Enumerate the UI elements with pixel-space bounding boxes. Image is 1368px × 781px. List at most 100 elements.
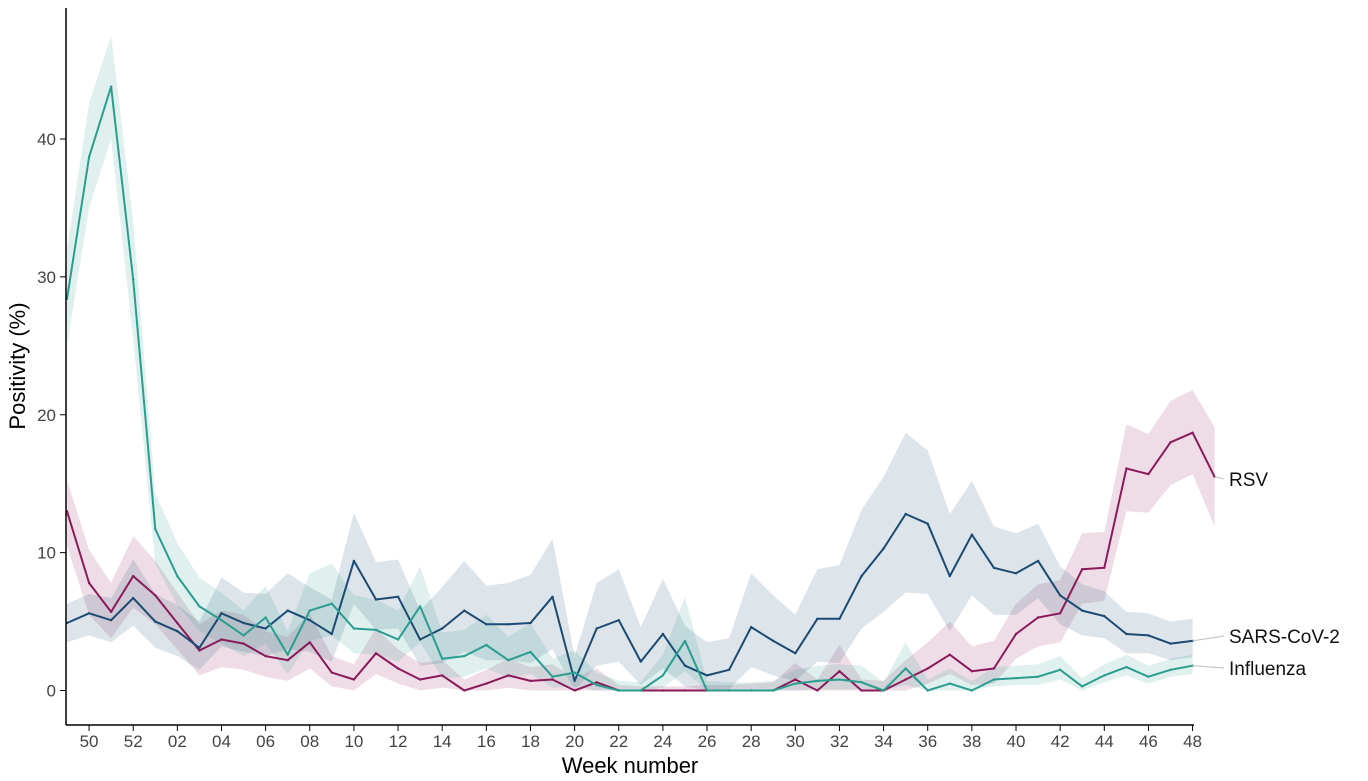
rsv-point bbox=[176, 621, 179, 625]
y-tick-label: 20 bbox=[37, 406, 56, 425]
rsv-point bbox=[485, 682, 488, 685]
x-tick-label: 20 bbox=[565, 732, 584, 751]
x-tick-label: 06 bbox=[256, 732, 275, 751]
rsv-point bbox=[1125, 467, 1128, 470]
rsv-point bbox=[198, 649, 201, 652]
sars-cov-2-point bbox=[485, 623, 488, 626]
sars-cov-2-point bbox=[727, 668, 731, 671]
rsv-point bbox=[154, 594, 157, 597]
sars-cov-2-label-connector bbox=[1192, 635, 1225, 642]
rsv-point bbox=[308, 641, 311, 644]
influenza-point bbox=[1036, 675, 1040, 678]
rsv-point bbox=[595, 681, 598, 684]
x-tick-label: 28 bbox=[742, 732, 761, 751]
sars-cov-2-point bbox=[1147, 634, 1150, 637]
sars-cov-2-point bbox=[1036, 559, 1040, 563]
rsv-point bbox=[860, 689, 863, 692]
x-tick-label: 18 bbox=[521, 732, 540, 751]
influenza-point bbox=[1125, 665, 1128, 669]
rsv-point bbox=[661, 689, 665, 692]
sars-cov-2-point bbox=[794, 652, 797, 655]
x-tick-label: 16 bbox=[477, 732, 496, 751]
x-axis-ticks: 50 52 02 04 06 08 10 12 14 16 18 20 22 24 26 28 30 32 34 36… bbox=[80, 725, 1202, 751]
sars-cov-2-point bbox=[573, 679, 576, 683]
x-axis-title: Week number bbox=[562, 753, 699, 778]
sars-cov-2-point bbox=[352, 559, 356, 563]
rsv-point bbox=[463, 689, 466, 692]
rsv-point bbox=[904, 678, 907, 681]
sars-cov-2-point bbox=[948, 574, 951, 578]
sars-cov-2-point bbox=[286, 609, 289, 612]
influenza-point bbox=[242, 634, 245, 637]
sars-cov-2-point bbox=[661, 632, 665, 636]
influenza-point bbox=[1147, 675, 1150, 678]
rsv-point bbox=[87, 581, 91, 585]
sars-cov-2-point bbox=[441, 627, 444, 630]
sars-cov-2-point bbox=[220, 612, 223, 615]
rsv-point bbox=[1036, 616, 1040, 619]
sars-cov-2-point bbox=[264, 627, 267, 630]
sars-cov-2-confidence-band bbox=[67, 432, 1193, 691]
influenza-label-connector bbox=[1192, 665, 1225, 669]
influenza-point bbox=[109, 85, 113, 88]
rsv-series-label: RSV bbox=[1229, 470, 1268, 491]
sars-cov-2-point bbox=[882, 547, 885, 550]
rsv-point bbox=[970, 670, 974, 673]
sars-cov-2-point bbox=[904, 512, 907, 516]
rsv-point bbox=[529, 679, 532, 683]
rsv-point bbox=[683, 689, 687, 692]
series-labels: RSV SARS-CoV-2 Influenza bbox=[1192, 470, 1340, 680]
x-tick-label: 08 bbox=[300, 732, 319, 751]
influenza-point bbox=[1081, 685, 1084, 688]
rsv-point bbox=[926, 667, 929, 670]
rsv-point bbox=[794, 678, 797, 681]
influenza-point bbox=[904, 667, 907, 670]
x-tick-label: 42 bbox=[1051, 732, 1070, 751]
sars-cov-2-point bbox=[970, 533, 974, 536]
x-tick-label: 50 bbox=[80, 732, 99, 751]
axes bbox=[65, 8, 1194, 726]
sars-cov-2-point bbox=[418, 638, 422, 641]
influenza-line bbox=[66, 85, 1193, 692]
influenza-point bbox=[838, 678, 841, 681]
influenza-point bbox=[418, 605, 422, 608]
sars-cov-2-point bbox=[396, 595, 400, 598]
x-tick-label: 44 bbox=[1095, 732, 1114, 751]
rsv-point bbox=[1059, 612, 1062, 615]
influenza-point bbox=[286, 653, 289, 656]
influenza-point bbox=[330, 602, 333, 605]
sars-cov-2-point bbox=[109, 619, 113, 622]
rsv-point bbox=[396, 667, 400, 670]
x-tick-label: 12 bbox=[389, 732, 408, 751]
influenza-point bbox=[573, 671, 576, 674]
influenza-point bbox=[617, 689, 620, 692]
influenza-point bbox=[396, 638, 400, 641]
sars-cov-2-point bbox=[330, 632, 333, 636]
sars-cov-2-point bbox=[1081, 609, 1084, 612]
rsv-point bbox=[330, 671, 333, 674]
rsv-point bbox=[1014, 632, 1018, 636]
influenza-point bbox=[683, 639, 687, 643]
sars-cov-2-point bbox=[308, 619, 311, 622]
rsv-point bbox=[1147, 472, 1150, 476]
rsv-point bbox=[1081, 568, 1084, 571]
sars-cov-2-point bbox=[705, 674, 709, 677]
sars-cov-2-series-label: SARS-CoV-2 bbox=[1229, 627, 1340, 648]
sars-cov-2-point bbox=[617, 619, 620, 622]
rsv-point bbox=[109, 610, 113, 614]
influenza-point bbox=[352, 627, 356, 630]
sars-cov-2-point bbox=[87, 612, 91, 615]
x-tick-label: 24 bbox=[653, 732, 672, 751]
influenza-point bbox=[1014, 676, 1018, 680]
rsv-point bbox=[132, 574, 135, 578]
sars-cov-2-point bbox=[132, 596, 135, 600]
sars-cov-2-point bbox=[772, 639, 775, 643]
x-tick-label: 36 bbox=[918, 732, 937, 751]
x-tick-label: 14 bbox=[433, 732, 452, 751]
influenza-point bbox=[374, 628, 378, 632]
rsv-point bbox=[992, 667, 996, 670]
influenza-point bbox=[507, 659, 510, 662]
x-tick-label: 40 bbox=[1007, 732, 1026, 751]
rsv-point bbox=[242, 642, 245, 645]
influenza-point bbox=[551, 675, 554, 678]
